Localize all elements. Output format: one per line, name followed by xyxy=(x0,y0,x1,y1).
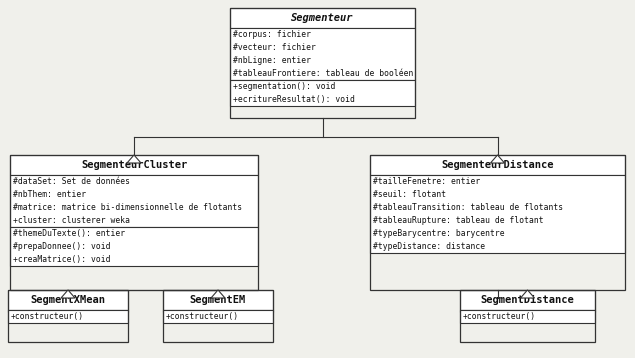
Bar xyxy=(230,28,415,80)
Text: #dataSet: Set de données: #dataSet: Set de données xyxy=(13,177,130,186)
Text: SegmentXMean: SegmentXMean xyxy=(30,295,105,305)
Bar xyxy=(460,310,595,312)
Polygon shape xyxy=(211,290,225,298)
Bar xyxy=(8,290,128,342)
Polygon shape xyxy=(490,155,504,163)
Bar xyxy=(10,175,258,227)
Text: #seuil: flotant: #seuil: flotant xyxy=(373,190,446,199)
Text: #typeDistance: distance: #typeDistance: distance xyxy=(373,242,485,251)
Bar xyxy=(460,290,595,342)
Text: SegmentEM: SegmentEM xyxy=(190,295,246,305)
Text: #nbThem: entier: #nbThem: entier xyxy=(13,190,86,199)
Polygon shape xyxy=(61,290,75,298)
Bar xyxy=(163,310,273,312)
Bar xyxy=(370,175,625,253)
Text: +segmentation(): void: +segmentation(): void xyxy=(233,82,335,91)
Text: SegmentDistance: SegmentDistance xyxy=(481,295,575,305)
Text: #tableauFrontiere: tableau de booléen: #tableauFrontiere: tableau de booléen xyxy=(233,69,413,78)
Text: +ecritureResultat(): void: +ecritureResultat(): void xyxy=(233,95,355,104)
Text: +creaMatrice(): void: +creaMatrice(): void xyxy=(13,255,110,264)
Bar xyxy=(370,155,625,175)
Bar xyxy=(10,227,258,266)
Bar xyxy=(8,290,128,310)
Text: SegmenteurDistance: SegmenteurDistance xyxy=(441,160,554,170)
Bar xyxy=(460,310,595,323)
Bar xyxy=(230,8,415,118)
Text: +constructeur(): +constructeur() xyxy=(463,312,536,321)
Text: #matrice: matrice bi-dimensionnelle de flotants: #matrice: matrice bi-dimensionnelle de f… xyxy=(13,203,242,212)
Bar xyxy=(10,155,258,175)
Text: +cluster: clusterer weka: +cluster: clusterer weka xyxy=(13,216,130,225)
Bar xyxy=(163,310,273,323)
Text: #tableauTransition: tableau de flotants: #tableauTransition: tableau de flotants xyxy=(373,203,563,212)
Text: SegmenteurCluster: SegmenteurCluster xyxy=(81,160,187,170)
Bar xyxy=(163,290,273,310)
Text: #typeBarycentre: barycentre: #typeBarycentre: barycentre xyxy=(373,229,505,238)
Bar xyxy=(230,80,415,106)
Bar xyxy=(370,155,625,290)
Bar xyxy=(8,310,128,312)
Text: #tailleFenetre: entier: #tailleFenetre: entier xyxy=(373,177,480,186)
Text: #corpus: fichier: #corpus: fichier xyxy=(233,30,311,39)
Bar xyxy=(230,8,415,28)
Polygon shape xyxy=(521,290,535,298)
Text: Segmenteur: Segmenteur xyxy=(291,13,354,23)
Bar xyxy=(10,155,258,290)
Text: +constructeur(): +constructeur() xyxy=(166,312,239,321)
Text: +constructeur(): +constructeur() xyxy=(11,312,84,321)
Text: #vecteur: fichier: #vecteur: fichier xyxy=(233,43,316,52)
Bar xyxy=(163,290,273,342)
Bar xyxy=(460,290,595,310)
Bar xyxy=(8,310,128,323)
Polygon shape xyxy=(127,155,141,163)
Text: #tableauRupture: tableau de flotant: #tableauRupture: tableau de flotant xyxy=(373,216,544,225)
Text: #nbLigne: entier: #nbLigne: entier xyxy=(233,56,311,65)
Text: #prepaDonnee(): void: #prepaDonnee(): void xyxy=(13,242,110,251)
Text: #themeDuTexte(): entier: #themeDuTexte(): entier xyxy=(13,229,125,238)
